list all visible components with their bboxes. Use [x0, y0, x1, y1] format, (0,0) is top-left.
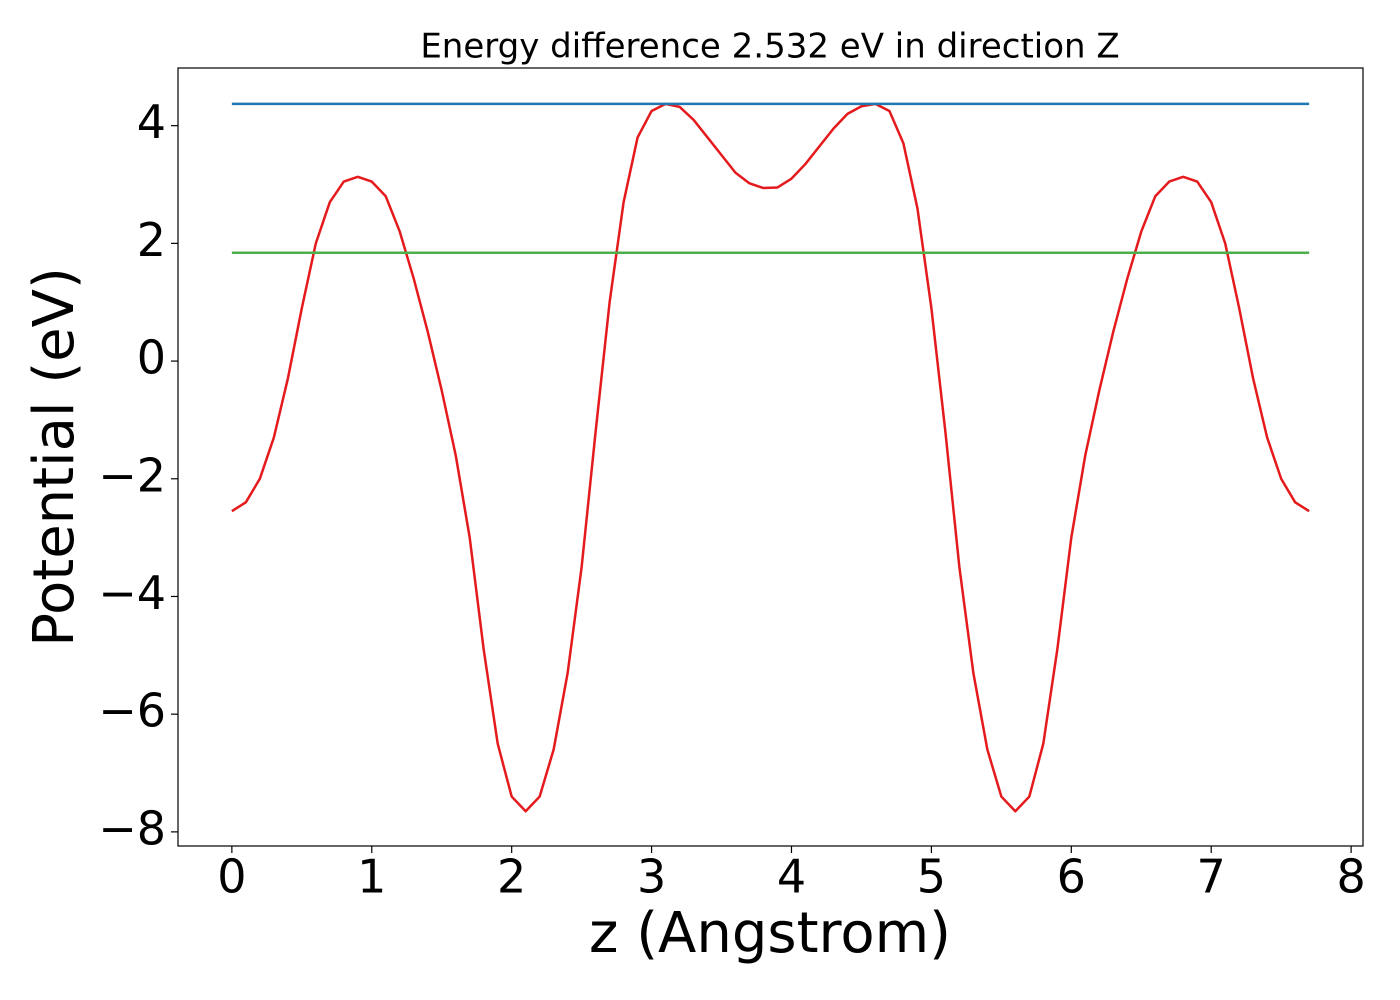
y-tick-label: −4: [98, 566, 166, 620]
x-tick-label: 3: [637, 850, 666, 904]
x-tick-label: 7: [1197, 850, 1226, 904]
x-tick-label: 6: [1057, 850, 1086, 904]
y-tick-label: −8: [98, 801, 166, 855]
x-tick-label: 5: [917, 850, 946, 904]
line-series: [231, 102, 1310, 813]
x-tick-label: 0: [217, 850, 246, 904]
x-tick-label: 2: [497, 850, 526, 904]
y-tick-label: −2: [98, 448, 166, 502]
y-axis-label: Potential (eV): [22, 267, 87, 647]
x-tick-label: 4: [777, 850, 806, 904]
y-tick-label: 2: [137, 213, 166, 267]
plot-frame: [177, 67, 1364, 847]
y-tick-label: 4: [137, 95, 166, 149]
x-tick-label: 1: [357, 850, 386, 904]
y-tick-label: 0: [137, 331, 166, 385]
chart-title: Energy difference 2.532 eV in direction …: [420, 27, 1119, 67]
x-tick-label: 8: [1336, 850, 1365, 904]
y-tick-label: −6: [98, 684, 166, 738]
x-axis-label: z (Angstrom): [589, 901, 951, 966]
